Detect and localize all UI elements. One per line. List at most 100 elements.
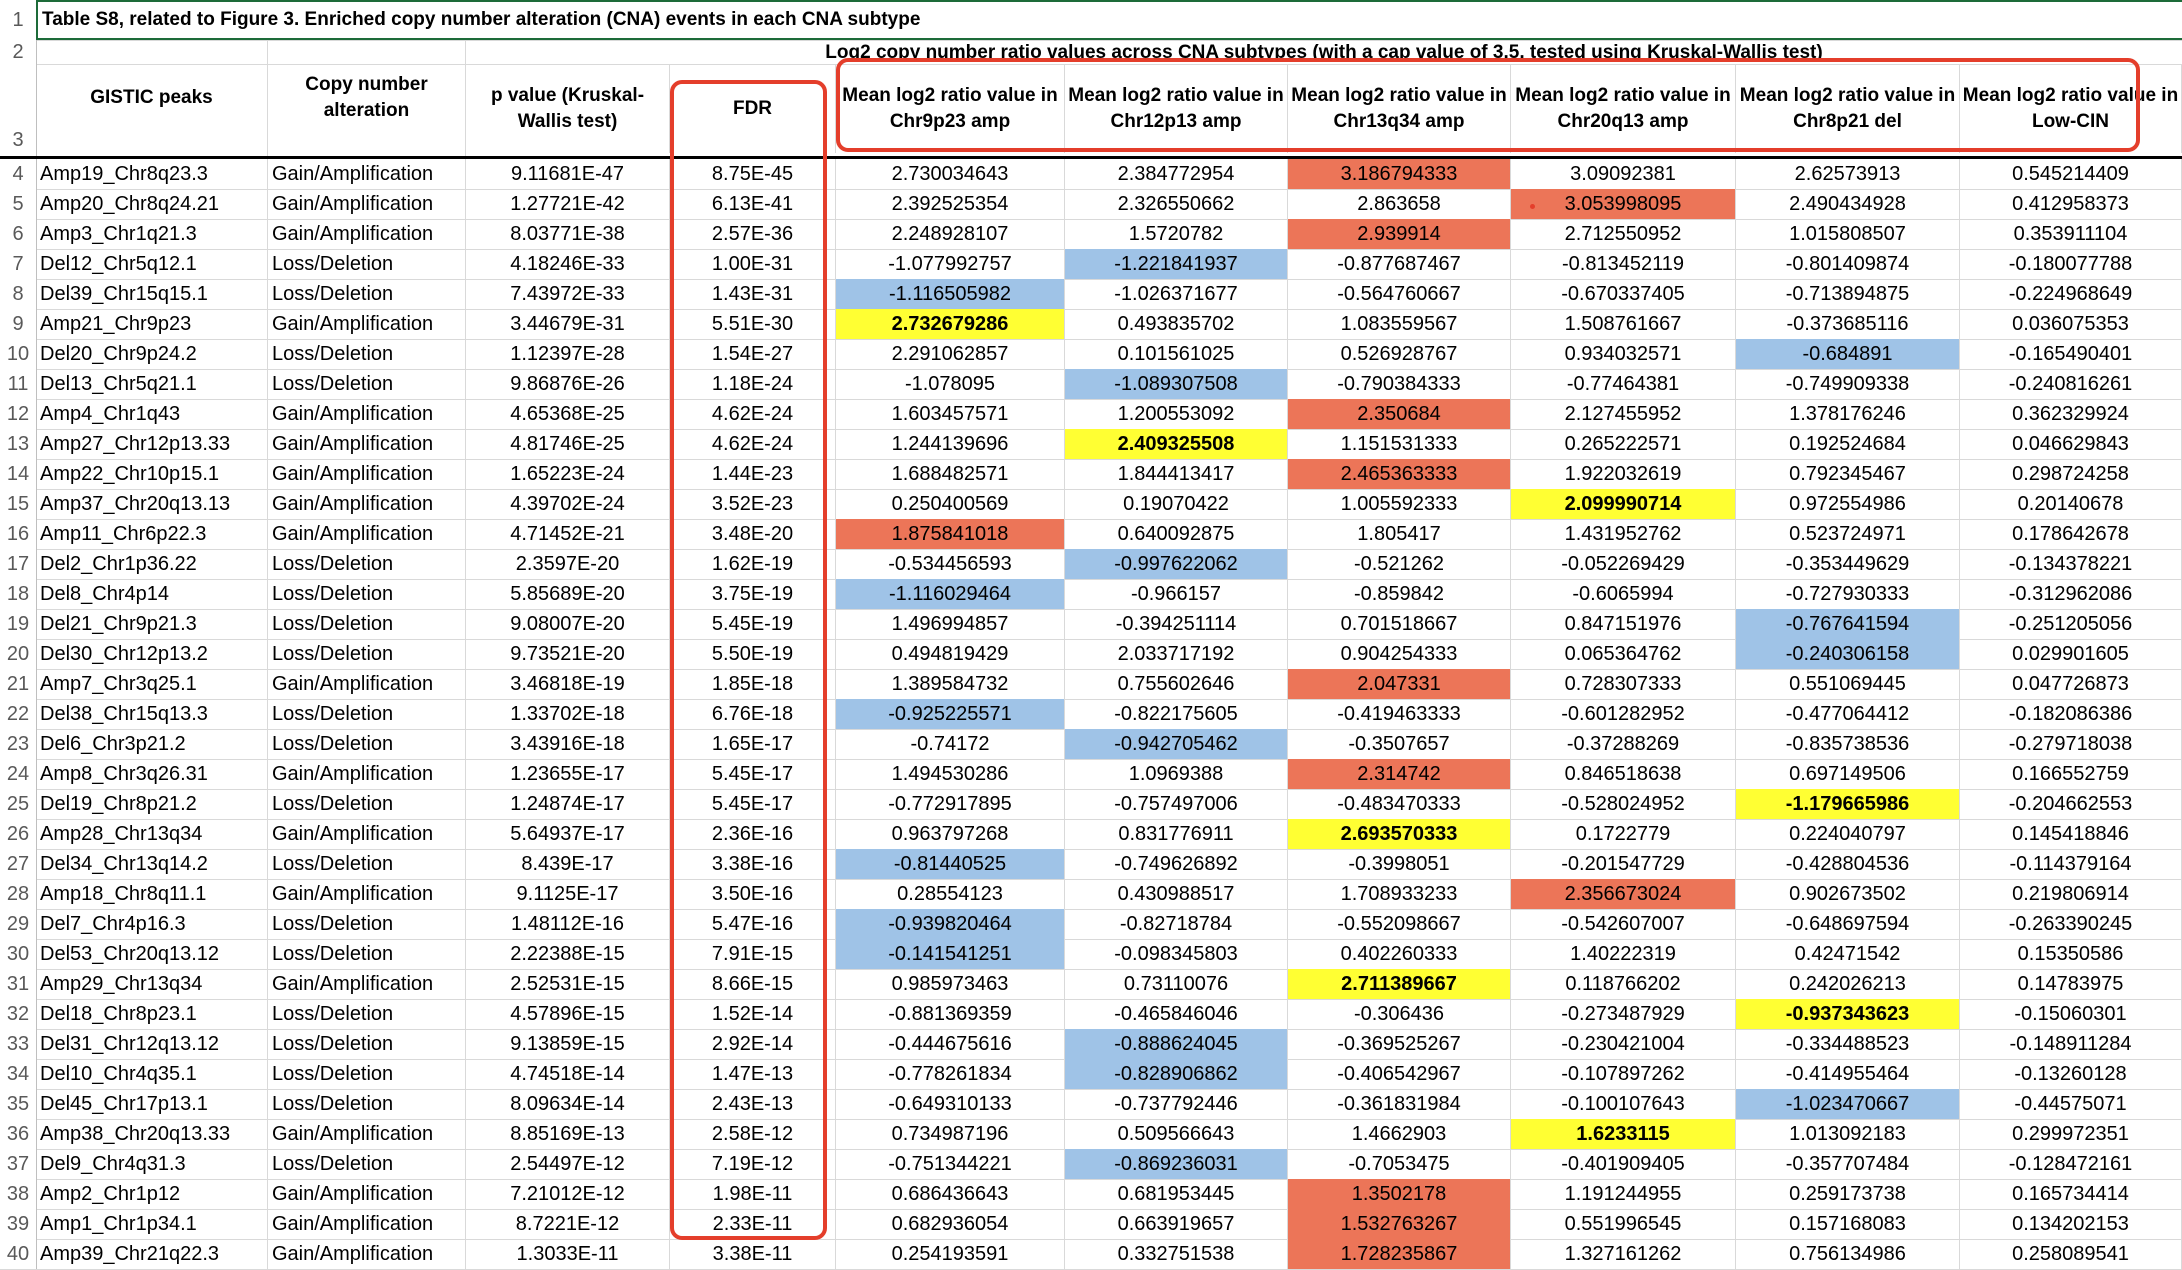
column-header[interactable]: Mean log2 ratio value in Chr20q13 amp <box>1511 64 1736 153</box>
alteration-cell[interactable]: Gain/Amplification <box>268 159 466 189</box>
chr8p21-del-cell[interactable]: 0.523724971 <box>1736 519 1960 549</box>
p-value-cell[interactable]: 9.13859E-15 <box>466 1029 670 1059</box>
low-cin-cell[interactable]: 0.299972351 <box>1960 1119 2182 1149</box>
gistic-peak-cell[interactable]: Amp20_Chr8q24.21 <box>36 189 268 219</box>
chr12p13-amp-cell[interactable]: 0.755602646 <box>1065 669 1288 699</box>
alteration-cell[interactable]: Gain/Amplification <box>268 399 466 429</box>
p-value-cell[interactable]: 8.439E-17 <box>466 849 670 879</box>
low-cin-cell[interactable]: 0.362329924 <box>1960 399 2182 429</box>
row-number[interactable]: 2 <box>0 40 37 64</box>
fdr-cell[interactable]: 1.47E-13 <box>670 1059 836 1089</box>
gistic-peak-cell[interactable]: Amp4_Chr1q43 <box>36 399 268 429</box>
chr12p13-amp-cell[interactable]: -0.465846046 <box>1065 999 1288 1029</box>
chr9p23-amp-cell[interactable]: 0.963797268 <box>836 819 1065 849</box>
alteration-cell[interactable]: Gain/Amplification <box>268 819 466 849</box>
low-cin-cell[interactable]: 0.412958373 <box>1960 189 2182 219</box>
low-cin-cell[interactable]: 0.353911104 <box>1960 219 2182 249</box>
chr20q13-amp-cell[interactable]: 2.712550952 <box>1511 219 1736 249</box>
fdr-cell[interactable]: 3.38E-16 <box>670 849 836 879</box>
alteration-cell[interactable]: Loss/Deletion <box>268 909 466 939</box>
alteration-cell[interactable]: Gain/Amplification <box>268 1239 466 1269</box>
fdr-cell[interactable]: 5.45E-19 <box>670 609 836 639</box>
chr8p21-del-cell[interactable]: 0.697149506 <box>1736 759 1960 789</box>
row-number[interactable]: 33 <box>0 1029 37 1059</box>
gistic-peak-cell[interactable]: Amp22_Chr10p15.1 <box>36 459 268 489</box>
chr12p13-amp-cell[interactable]: -1.026371677 <box>1065 279 1288 309</box>
chr8p21-del-cell[interactable]: -0.767641594 <box>1736 609 1960 639</box>
chr13q34-amp-cell[interactable]: -0.521262 <box>1288 549 1511 579</box>
p-value-cell[interactable]: 9.73521E-20 <box>466 639 670 669</box>
row-number[interactable]: 17 <box>0 549 37 579</box>
chr12p13-amp-cell[interactable]: 0.332751538 <box>1065 1239 1288 1269</box>
chr13q34-amp-cell[interactable]: 3.186794333 <box>1288 159 1511 189</box>
chr20q13-amp-cell[interactable]: -0.201547729 <box>1511 849 1736 879</box>
chr9p23-amp-cell[interactable]: -0.81440525 <box>836 849 1065 879</box>
low-cin-cell[interactable]: 0.166552759 <box>1960 759 2182 789</box>
gistic-peak-cell[interactable]: Del7_Chr4p16.3 <box>36 909 268 939</box>
chr13q34-amp-cell[interactable]: -0.3998051 <box>1288 849 1511 879</box>
chr13q34-amp-cell[interactable]: 0.526928767 <box>1288 339 1511 369</box>
p-value-cell[interactable]: 3.43916E-18 <box>466 729 670 759</box>
chr9p23-amp-cell[interactable]: 1.603457571 <box>836 399 1065 429</box>
row-number[interactable]: 11 <box>0 369 37 399</box>
alteration-cell[interactable]: Loss/Deletion <box>268 639 466 669</box>
p-value-cell[interactable]: 8.03771E-38 <box>466 219 670 249</box>
low-cin-cell[interactable]: 0.258089541 <box>1960 1239 2182 1269</box>
fdr-cell[interactable]: 7.19E-12 <box>670 1149 836 1179</box>
column-header[interactable]: Copy number alteration <box>268 40 466 156</box>
fdr-cell[interactable]: 4.62E-24 <box>670 429 836 459</box>
fdr-cell[interactable]: 6.76E-18 <box>670 699 836 729</box>
fdr-cell[interactable]: 5.51E-30 <box>670 309 836 339</box>
low-cin-cell[interactable]: -0.165490401 <box>1960 339 2182 369</box>
chr20q13-amp-cell[interactable]: 0.551996545 <box>1511 1209 1736 1239</box>
chr20q13-amp-cell[interactable]: 2.127455952 <box>1511 399 1736 429</box>
chr9p23-amp-cell[interactable]: 0.494819429 <box>836 639 1065 669</box>
chr13q34-amp-cell[interactable]: 1.151531333 <box>1288 429 1511 459</box>
p-value-cell[interactable]: 1.27721E-42 <box>466 189 670 219</box>
gistic-peak-cell[interactable]: Del34_Chr13q14.2 <box>36 849 268 879</box>
chr9p23-amp-cell[interactable]: 1.244139696 <box>836 429 1065 459</box>
chr20q13-amp-cell[interactable]: 1.191244955 <box>1511 1179 1736 1209</box>
fdr-cell[interactable]: 2.36E-16 <box>670 819 836 849</box>
chr13q34-amp-cell[interactable]: 1.728235867 <box>1288 1239 1511 1269</box>
fdr-cell[interactable]: 3.48E-20 <box>670 519 836 549</box>
gistic-peak-cell[interactable]: Del6_Chr3p21.2 <box>36 729 268 759</box>
chr9p23-amp-cell[interactable]: -0.772917895 <box>836 789 1065 819</box>
chr20q13-amp-cell[interactable]: 1.508761667 <box>1511 309 1736 339</box>
chr9p23-amp-cell[interactable]: 1.688482571 <box>836 459 1065 489</box>
fdr-cell[interactable]: 1.44E-23 <box>670 459 836 489</box>
gistic-peak-cell[interactable]: Amp27_Chr12p13.33 <box>36 429 268 459</box>
chr9p23-amp-cell[interactable]: -0.925225571 <box>836 699 1065 729</box>
alteration-cell[interactable]: Loss/Deletion <box>268 549 466 579</box>
chr20q13-amp-cell[interactable]: -0.100107643 <box>1511 1089 1736 1119</box>
fdr-cell[interactable]: 3.38E-11 <box>670 1239 836 1269</box>
fdr-cell[interactable]: 1.18E-24 <box>670 369 836 399</box>
low-cin-cell[interactable]: 0.029901605 <box>1960 639 2182 669</box>
row-number[interactable]: 15 <box>0 489 37 519</box>
chr20q13-amp-cell[interactable]: 1.40222319 <box>1511 939 1736 969</box>
chr20q13-amp-cell[interactable]: 0.846518638 <box>1511 759 1736 789</box>
chr12p13-amp-cell[interactable]: 0.640092875 <box>1065 519 1288 549</box>
fdr-cell[interactable]: 1.98E-11 <box>670 1179 836 1209</box>
p-value-cell[interactable]: 1.33702E-18 <box>466 699 670 729</box>
gistic-peak-cell[interactable]: Del2_Chr1p36.22 <box>36 549 268 579</box>
alteration-cell[interactable]: Loss/Deletion <box>268 939 466 969</box>
chr13q34-amp-cell[interactable]: 2.939914 <box>1288 219 1511 249</box>
chr13q34-amp-cell[interactable]: -0.369525267 <box>1288 1029 1511 1059</box>
p-value-cell[interactable]: 2.3597E-20 <box>466 549 670 579</box>
low-cin-cell[interactable]: -0.224968649 <box>1960 279 2182 309</box>
gistic-peak-cell[interactable]: Amp29_Chr13q34 <box>36 969 268 999</box>
alteration-cell[interactable]: Gain/Amplification <box>268 459 466 489</box>
low-cin-cell[interactable]: 0.036075353 <box>1960 309 2182 339</box>
gistic-peak-cell[interactable]: Del39_Chr15q15.1 <box>36 279 268 309</box>
alteration-cell[interactable]: Loss/Deletion <box>268 249 466 279</box>
chr12p13-amp-cell[interactable]: 0.663919657 <box>1065 1209 1288 1239</box>
chr12p13-amp-cell[interactable]: -0.822175605 <box>1065 699 1288 729</box>
alteration-cell[interactable]: Gain/Amplification <box>268 309 466 339</box>
p-value-cell[interactable]: 9.08007E-20 <box>466 609 670 639</box>
chr9p23-amp-cell[interactable]: -1.116505982 <box>836 279 1065 309</box>
chr13q34-amp-cell[interactable]: -0.7053475 <box>1288 1149 1511 1179</box>
chr9p23-amp-cell[interactable]: -0.534456593 <box>836 549 1065 579</box>
alteration-cell[interactable]: Gain/Amplification <box>268 189 466 219</box>
chr20q13-amp-cell[interactable]: -0.528024952 <box>1511 789 1736 819</box>
